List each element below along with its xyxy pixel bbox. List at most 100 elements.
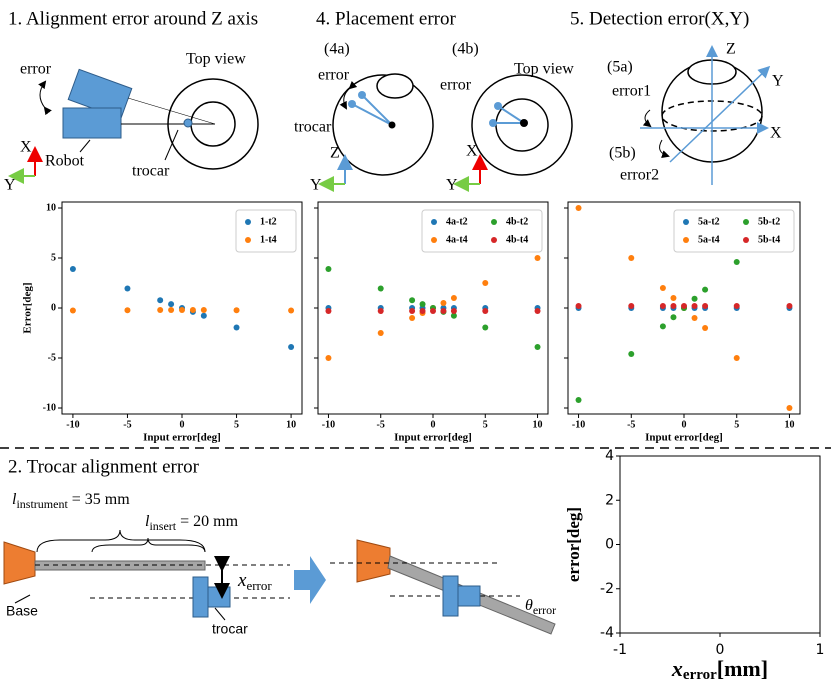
label: Y: [446, 177, 458, 194]
label: X: [770, 125, 782, 142]
point: [325, 308, 332, 314]
point: [189, 307, 196, 313]
point: [69, 266, 76, 272]
point: [733, 259, 740, 265]
point: [659, 285, 666, 291]
label: trocar: [132, 163, 170, 180]
legend-label: 5a-t4: [698, 234, 720, 245]
point: [157, 307, 164, 313]
point: [733, 303, 740, 309]
legend-marker: [431, 219, 437, 225]
point: [288, 344, 295, 350]
point: [702, 325, 709, 331]
legend-box: [421, 209, 543, 253]
label: X: [20, 139, 32, 156]
legend-label: 5a-t2: [698, 216, 720, 227]
legend-label: 4b-t4: [506, 234, 528, 245]
label: Z: [726, 41, 736, 58]
label: (4b): [452, 41, 479, 58]
x-tick-label: 10: [784, 419, 794, 430]
trocar: [207, 586, 231, 608]
dot: [520, 119, 528, 127]
point: [288, 307, 295, 314]
trocar: [457, 585, 481, 607]
trocar: [192, 576, 209, 618]
sub: insert: [149, 519, 176, 533]
y-tick-label: 0: [605, 537, 614, 553]
brace: [91, 537, 206, 553]
y-axis: [669, 65, 771, 163]
brace: [36, 529, 206, 553]
point: [450, 295, 457, 301]
x-tick-label: 0: [682, 419, 687, 430]
legend-marker: [683, 237, 689, 243]
x-tick-label: 0: [180, 419, 185, 430]
x-tick-label: -10: [66, 419, 79, 430]
label: θerror: [525, 597, 556, 617]
legend-marker: [743, 237, 749, 243]
point: [124, 285, 131, 292]
point: [670, 303, 677, 309]
label: error: [440, 77, 472, 94]
y-tick-label: -2: [600, 581, 614, 597]
point: [628, 351, 635, 357]
point: [430, 308, 436, 314]
outer-circle: [167, 78, 259, 170]
leader: [14, 594, 31, 604]
x-tick-label: -5: [123, 419, 131, 430]
sub: error: [683, 667, 717, 683]
point: [670, 314, 677, 321]
point: [69, 307, 76, 314]
error2-arrow: [659, 139, 670, 159]
point: [200, 307, 207, 313]
x-tick-label: 0: [431, 419, 436, 430]
y-axis-label: error[deg]: [564, 507, 583, 582]
legend-marker: [491, 237, 497, 243]
arm: [361, 94, 393, 126]
title: 4. Placement error: [316, 8, 456, 29]
point: [482, 308, 489, 314]
point: [691, 295, 698, 302]
point: [482, 280, 489, 286]
symbol: l: [145, 513, 150, 530]
point: [409, 297, 416, 304]
trocar: [442, 575, 459, 617]
label: (4a): [324, 41, 350, 58]
x-tick-label: -5: [627, 419, 635, 430]
x-tick-label: -10: [572, 419, 585, 430]
chart: -10 -5 0 5 10 4a-t2 4a-t4 4b-t2 4b-t4 Input error…: [314, 201, 549, 444]
point: [377, 285, 384, 292]
y-tick-label: 10: [46, 202, 56, 213]
dot: [388, 121, 396, 129]
legend-marker: [491, 219, 497, 225]
point: [534, 255, 541, 261]
point: [200, 312, 207, 319]
point: [325, 266, 332, 272]
legend-label: 1-t2: [260, 216, 277, 227]
big-arrow: [294, 556, 326, 604]
legend-label: 4b-t2: [506, 216, 528, 227]
label: trocar: [294, 119, 332, 136]
point: [628, 303, 635, 309]
x-tick-label: 10: [533, 419, 543, 430]
point: [450, 312, 457, 319]
label: Robot: [45, 153, 85, 170]
x-tick-label: -5: [377, 419, 385, 430]
point: [168, 301, 175, 308]
point: [409, 315, 416, 321]
point: [659, 303, 666, 309]
sub: instrument: [16, 497, 68, 511]
label: Y: [310, 177, 322, 194]
legend-marker: [743, 219, 749, 225]
point: [233, 307, 240, 314]
label: error1: [612, 83, 651, 100]
point: [575, 303, 582, 309]
point: [659, 323, 666, 330]
x-tick-label: 5: [234, 419, 239, 430]
arm: [497, 105, 525, 124]
point: [786, 303, 793, 309]
legend-label: 1-t4: [260, 234, 277, 245]
point: [691, 303, 698, 309]
leader: [164, 129, 179, 161]
leader: [79, 139, 91, 153]
